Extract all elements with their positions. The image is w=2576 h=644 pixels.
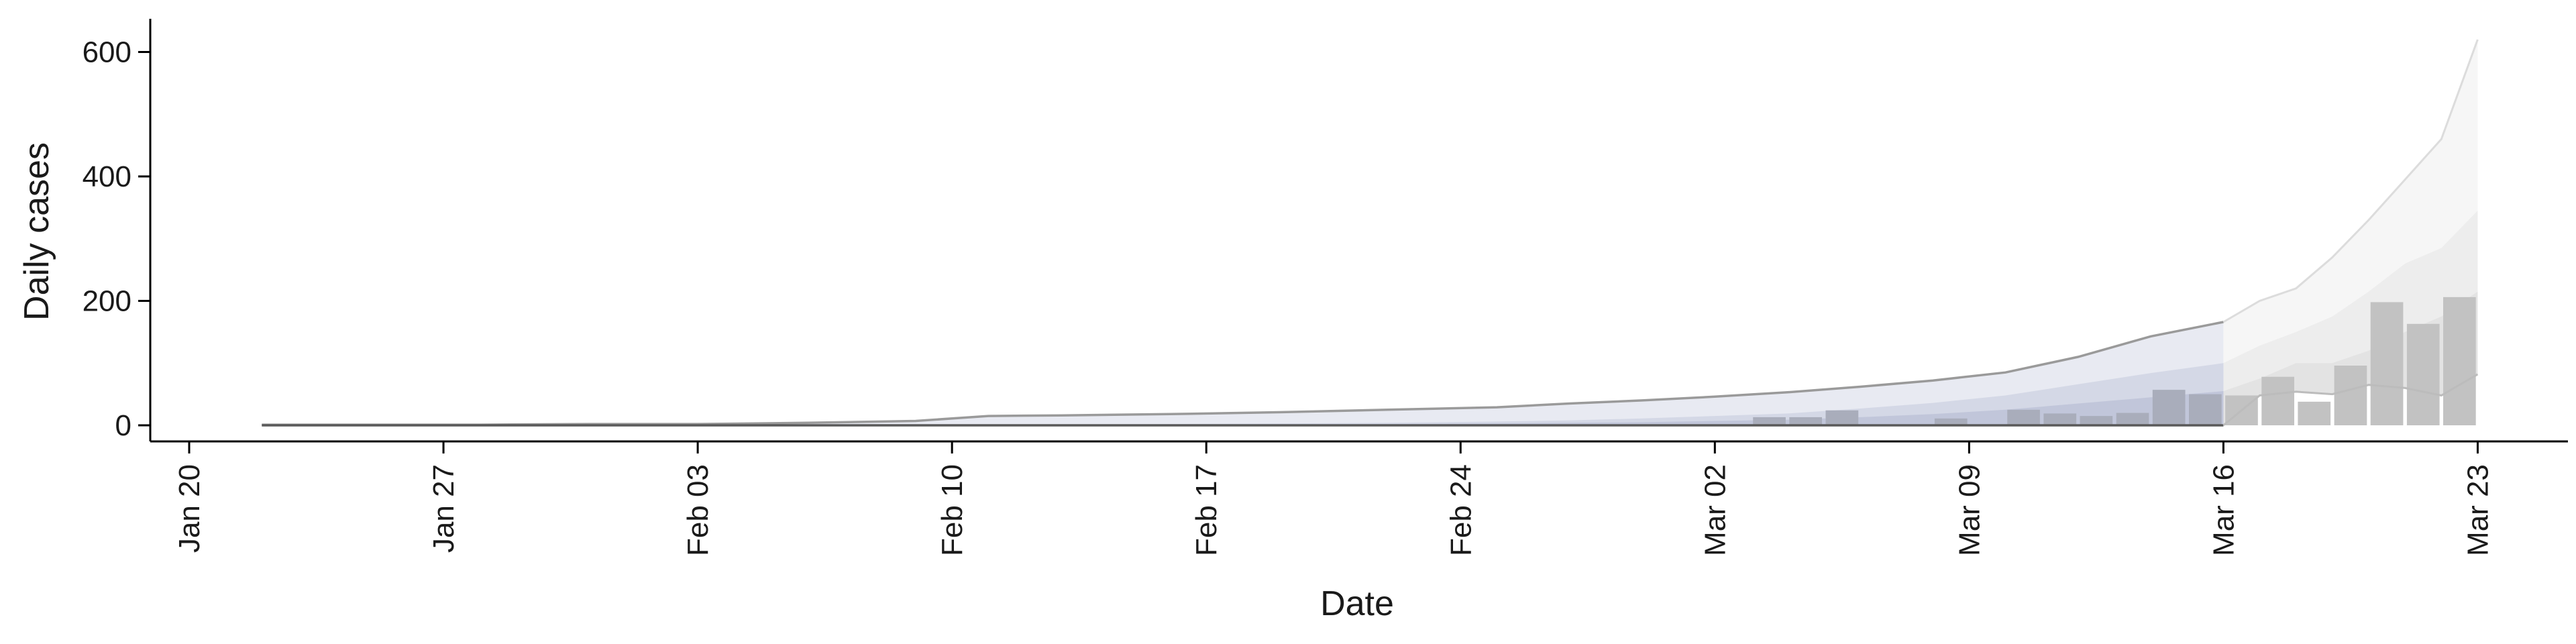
y-tick-label-1: 200 bbox=[83, 285, 131, 318]
bar-2020-03-04 bbox=[1753, 417, 1786, 425]
x-tick-label-3: Feb 10 bbox=[936, 464, 969, 556]
x-tick-label-0: Jan 20 bbox=[173, 464, 206, 553]
estimate-upper-line bbox=[262, 321, 2224, 426]
bar-2020-03-22 bbox=[2406, 323, 2440, 425]
x-tick-label-1: Jan 27 bbox=[427, 464, 460, 553]
x-axis: Jan 20 Jan 27 Feb 03 Feb 10 Feb 17 Feb 24 Mar … bbox=[173, 441, 2494, 556]
bar-2020-03-09 bbox=[1934, 418, 1968, 425]
y-axis: 0 200 400 600 bbox=[83, 36, 150, 442]
bar-2020-03-16 bbox=[2189, 394, 2222, 425]
x-tick-label-9: Mar 23 bbox=[2461, 464, 2494, 556]
x-tick-label-8: Mar 16 bbox=[2207, 464, 2240, 556]
bar-2020-03-15 bbox=[2152, 390, 2186, 425]
estimate-band-90 bbox=[262, 322, 2224, 425]
bar-2020-03-20 bbox=[2334, 366, 2367, 425]
bar-2020-03-13 bbox=[2080, 416, 2113, 425]
bar-2020-03-19 bbox=[2298, 401, 2331, 425]
forecast-upper-line bbox=[2222, 39, 2479, 323]
x-tick-label-2: Feb 03 bbox=[682, 464, 714, 556]
bar-2020-03-21 bbox=[2370, 302, 2404, 425]
y-tick-label-3: 600 bbox=[83, 36, 131, 69]
y-tick-label-0: 0 bbox=[115, 409, 131, 442]
estimate-bands bbox=[262, 322, 2224, 425]
forecast-lower-line bbox=[2222, 373, 2479, 427]
bar-2020-03-18 bbox=[2261, 376, 2294, 425]
bars-layer bbox=[1753, 297, 2476, 426]
bar-2020-03-06 bbox=[1825, 410, 1859, 425]
x-tick-label-6: Mar 02 bbox=[1699, 464, 1731, 556]
x-tick-label-5: Feb 24 bbox=[1444, 464, 1477, 556]
x-tick-label-7: Mar 09 bbox=[1953, 464, 1986, 556]
bar-2020-03-11 bbox=[2007, 409, 2040, 425]
lines-layer bbox=[262, 39, 2479, 427]
bar-2020-03-14 bbox=[2116, 413, 2149, 426]
bar-2020-03-12 bbox=[2043, 413, 2077, 425]
x-tick-label-4: Feb 17 bbox=[1190, 464, 1223, 556]
x-axis-title: Date bbox=[1320, 584, 1394, 623]
y-tick-label-2: 400 bbox=[83, 160, 131, 193]
bar-2020-03-05 bbox=[1789, 417, 1822, 425]
y-axis-title: Daily cases bbox=[17, 142, 56, 321]
bar-2020-03-23 bbox=[2443, 297, 2476, 425]
